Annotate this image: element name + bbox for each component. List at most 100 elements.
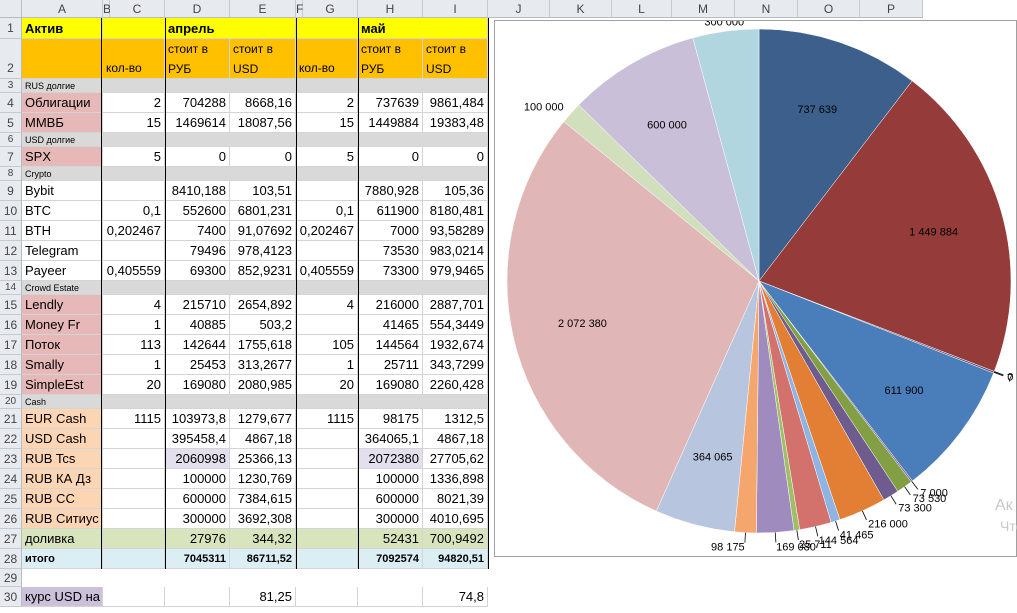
column-header[interactable]: H <box>358 0 423 18</box>
may-rub[interactable]: 7880,928 <box>358 181 423 201</box>
asset-name[interactable]: RUB Ситиус <box>22 509 103 529</box>
row-header[interactable]: 23 <box>0 449 22 469</box>
may-qty[interactable]: 1115 <box>296 409 358 429</box>
april-rub[interactable]: 300000 <box>165 509 230 529</box>
may-rub[interactable]: 0 <box>358 147 423 167</box>
april-usd[interactable]: 978,4123 <box>230 241 296 261</box>
pie-slice[interactable] <box>578 37 760 282</box>
may-qty[interactable] <box>296 489 358 509</box>
pie-slice[interactable] <box>758 80 1012 372</box>
may-usd[interactable]: 27705,62 <box>423 449 488 469</box>
april-usd[interactable]: 2654,892 <box>230 295 296 315</box>
april-qty[interactable]: 1 <box>103 315 165 335</box>
asset-name[interactable]: Money Fr <box>22 315 103 335</box>
may-qty[interactable]: 0,202467 <box>296 221 358 241</box>
april-qty[interactable] <box>103 449 165 469</box>
april-usd[interactable]: 91,07692 <box>230 221 296 241</box>
header-cost-rub[interactable]: стоит в РУБ <box>358 39 423 79</box>
may-usd[interactable]: 700,9492 <box>423 529 488 549</box>
april-qty[interactable] <box>103 181 165 201</box>
asset-name[interactable]: USD Cash <box>22 429 103 449</box>
row-header[interactable]: 26 <box>0 509 22 529</box>
row-header[interactable]: 14 <box>0 281 22 295</box>
may-rub[interactable] <box>358 587 423 607</box>
may-qty[interactable] <box>296 315 358 335</box>
may-rub[interactable]: 98175 <box>358 409 423 429</box>
may-usd[interactable]: 0 <box>423 147 488 167</box>
may-qty[interactable] <box>296 509 358 529</box>
asset-name[interactable]: BTH <box>22 221 103 241</box>
april-rub[interactable]: 1469614 <box>165 113 230 133</box>
column-header[interactable]: N <box>735 0 798 18</box>
row-header[interactable]: 4 <box>0 93 22 113</box>
may-qty[interactable]: 105 <box>296 335 358 355</box>
asset-name[interactable]: Telegram <box>22 241 103 261</box>
may-usd[interactable]: 343,7299 <box>423 355 488 375</box>
april-qty[interactable]: 0,405559 <box>103 261 165 281</box>
section-label[interactable]: Crowd Estate <box>22 281 488 295</box>
april-rub[interactable]: 2060998 <box>165 449 230 469</box>
april-qty[interactable]: 1115 <box>103 409 165 429</box>
row-header[interactable]: 25 <box>0 489 22 509</box>
header-qty[interactable]: кол-во <box>296 39 358 79</box>
row-header[interactable]: 7 <box>0 147 22 167</box>
section-label[interactable]: USD долгие <box>22 133 488 147</box>
asset-name[interactable]: Bybit <box>22 181 103 201</box>
may-qty[interactable] <box>296 449 358 469</box>
april-rub[interactable]: 7400 <box>165 221 230 241</box>
may-usd[interactable]: 983,0214 <box>423 241 488 261</box>
april-rub[interactable]: 215710 <box>165 295 230 315</box>
pie-slice[interactable] <box>692 28 760 282</box>
april-rub[interactable]: 7045311 <box>165 549 230 569</box>
may-qty[interactable] <box>296 241 358 261</box>
april-rub[interactable] <box>165 587 230 607</box>
april-qty[interactable] <box>103 529 165 549</box>
april-rub[interactable]: 79496 <box>165 241 230 261</box>
may-rub[interactable]: 73530 <box>358 241 423 261</box>
row-header[interactable]: 27 <box>0 529 22 549</box>
april-usd[interactable]: 86711,52 <box>230 549 296 569</box>
may-qty[interactable] <box>296 181 358 201</box>
asset-name[interactable]: Поток <box>22 335 103 355</box>
row-header[interactable]: 1 <box>0 18 22 39</box>
may-qty[interactable]: 1 <box>296 355 358 375</box>
april-rub[interactable]: 0 <box>165 147 230 167</box>
may-usd[interactable]: 8180,481 <box>423 201 488 221</box>
row-header[interactable]: 3 <box>0 79 22 93</box>
header-may[interactable]: май <box>358 18 488 39</box>
april-qty[interactable]: 2 <box>103 93 165 113</box>
april-qty[interactable] <box>103 587 165 607</box>
may-usd[interactable]: 8021,39 <box>423 489 488 509</box>
april-qty[interactable] <box>103 549 165 569</box>
asset-name[interactable]: Облигации <box>22 93 103 113</box>
section-label[interactable]: Cash <box>22 395 488 409</box>
may-rub[interactable]: 7092574 <box>358 549 423 569</box>
column-header[interactable]: J <box>488 0 550 18</box>
may-qty[interactable]: 4 <box>296 295 358 315</box>
april-rub[interactable]: 552600 <box>165 201 230 221</box>
april-rub[interactable]: 395458,4 <box>165 429 230 449</box>
april-rub[interactable]: 600000 <box>165 489 230 509</box>
april-rub[interactable]: 40885 <box>165 315 230 335</box>
row-header[interactable]: 24 <box>0 469 22 489</box>
april-rub[interactable]: 100000 <box>165 469 230 489</box>
may-qty[interactable] <box>296 429 358 449</box>
column-header[interactable]: M <box>672 0 735 18</box>
asset-name[interactable]: SimpleEst <box>22 375 103 395</box>
row-header[interactable]: 28 <box>0 549 22 569</box>
may-usd[interactable]: 93,58289 <box>423 221 488 241</box>
section-label[interactable]: Crypto <box>22 167 488 181</box>
column-header[interactable]: O <box>798 0 860 18</box>
header-cost-rub[interactable]: стоит в РУБ <box>165 39 230 79</box>
may-rub[interactable]: 169080 <box>358 375 423 395</box>
asset-name[interactable]: RUB Tcs <box>22 449 103 469</box>
may-qty[interactable]: 0,405559 <box>296 261 358 281</box>
april-usd[interactable]: 2080,985 <box>230 375 296 395</box>
april-rub[interactable]: 25453 <box>165 355 230 375</box>
pie-slice[interactable] <box>758 28 913 282</box>
row-header[interactable]: 12 <box>0 241 22 261</box>
may-usd[interactable]: 1312,5 <box>423 409 488 429</box>
may-rub[interactable]: 144564 <box>358 335 423 355</box>
row-header[interactable]: 16 <box>0 315 22 335</box>
